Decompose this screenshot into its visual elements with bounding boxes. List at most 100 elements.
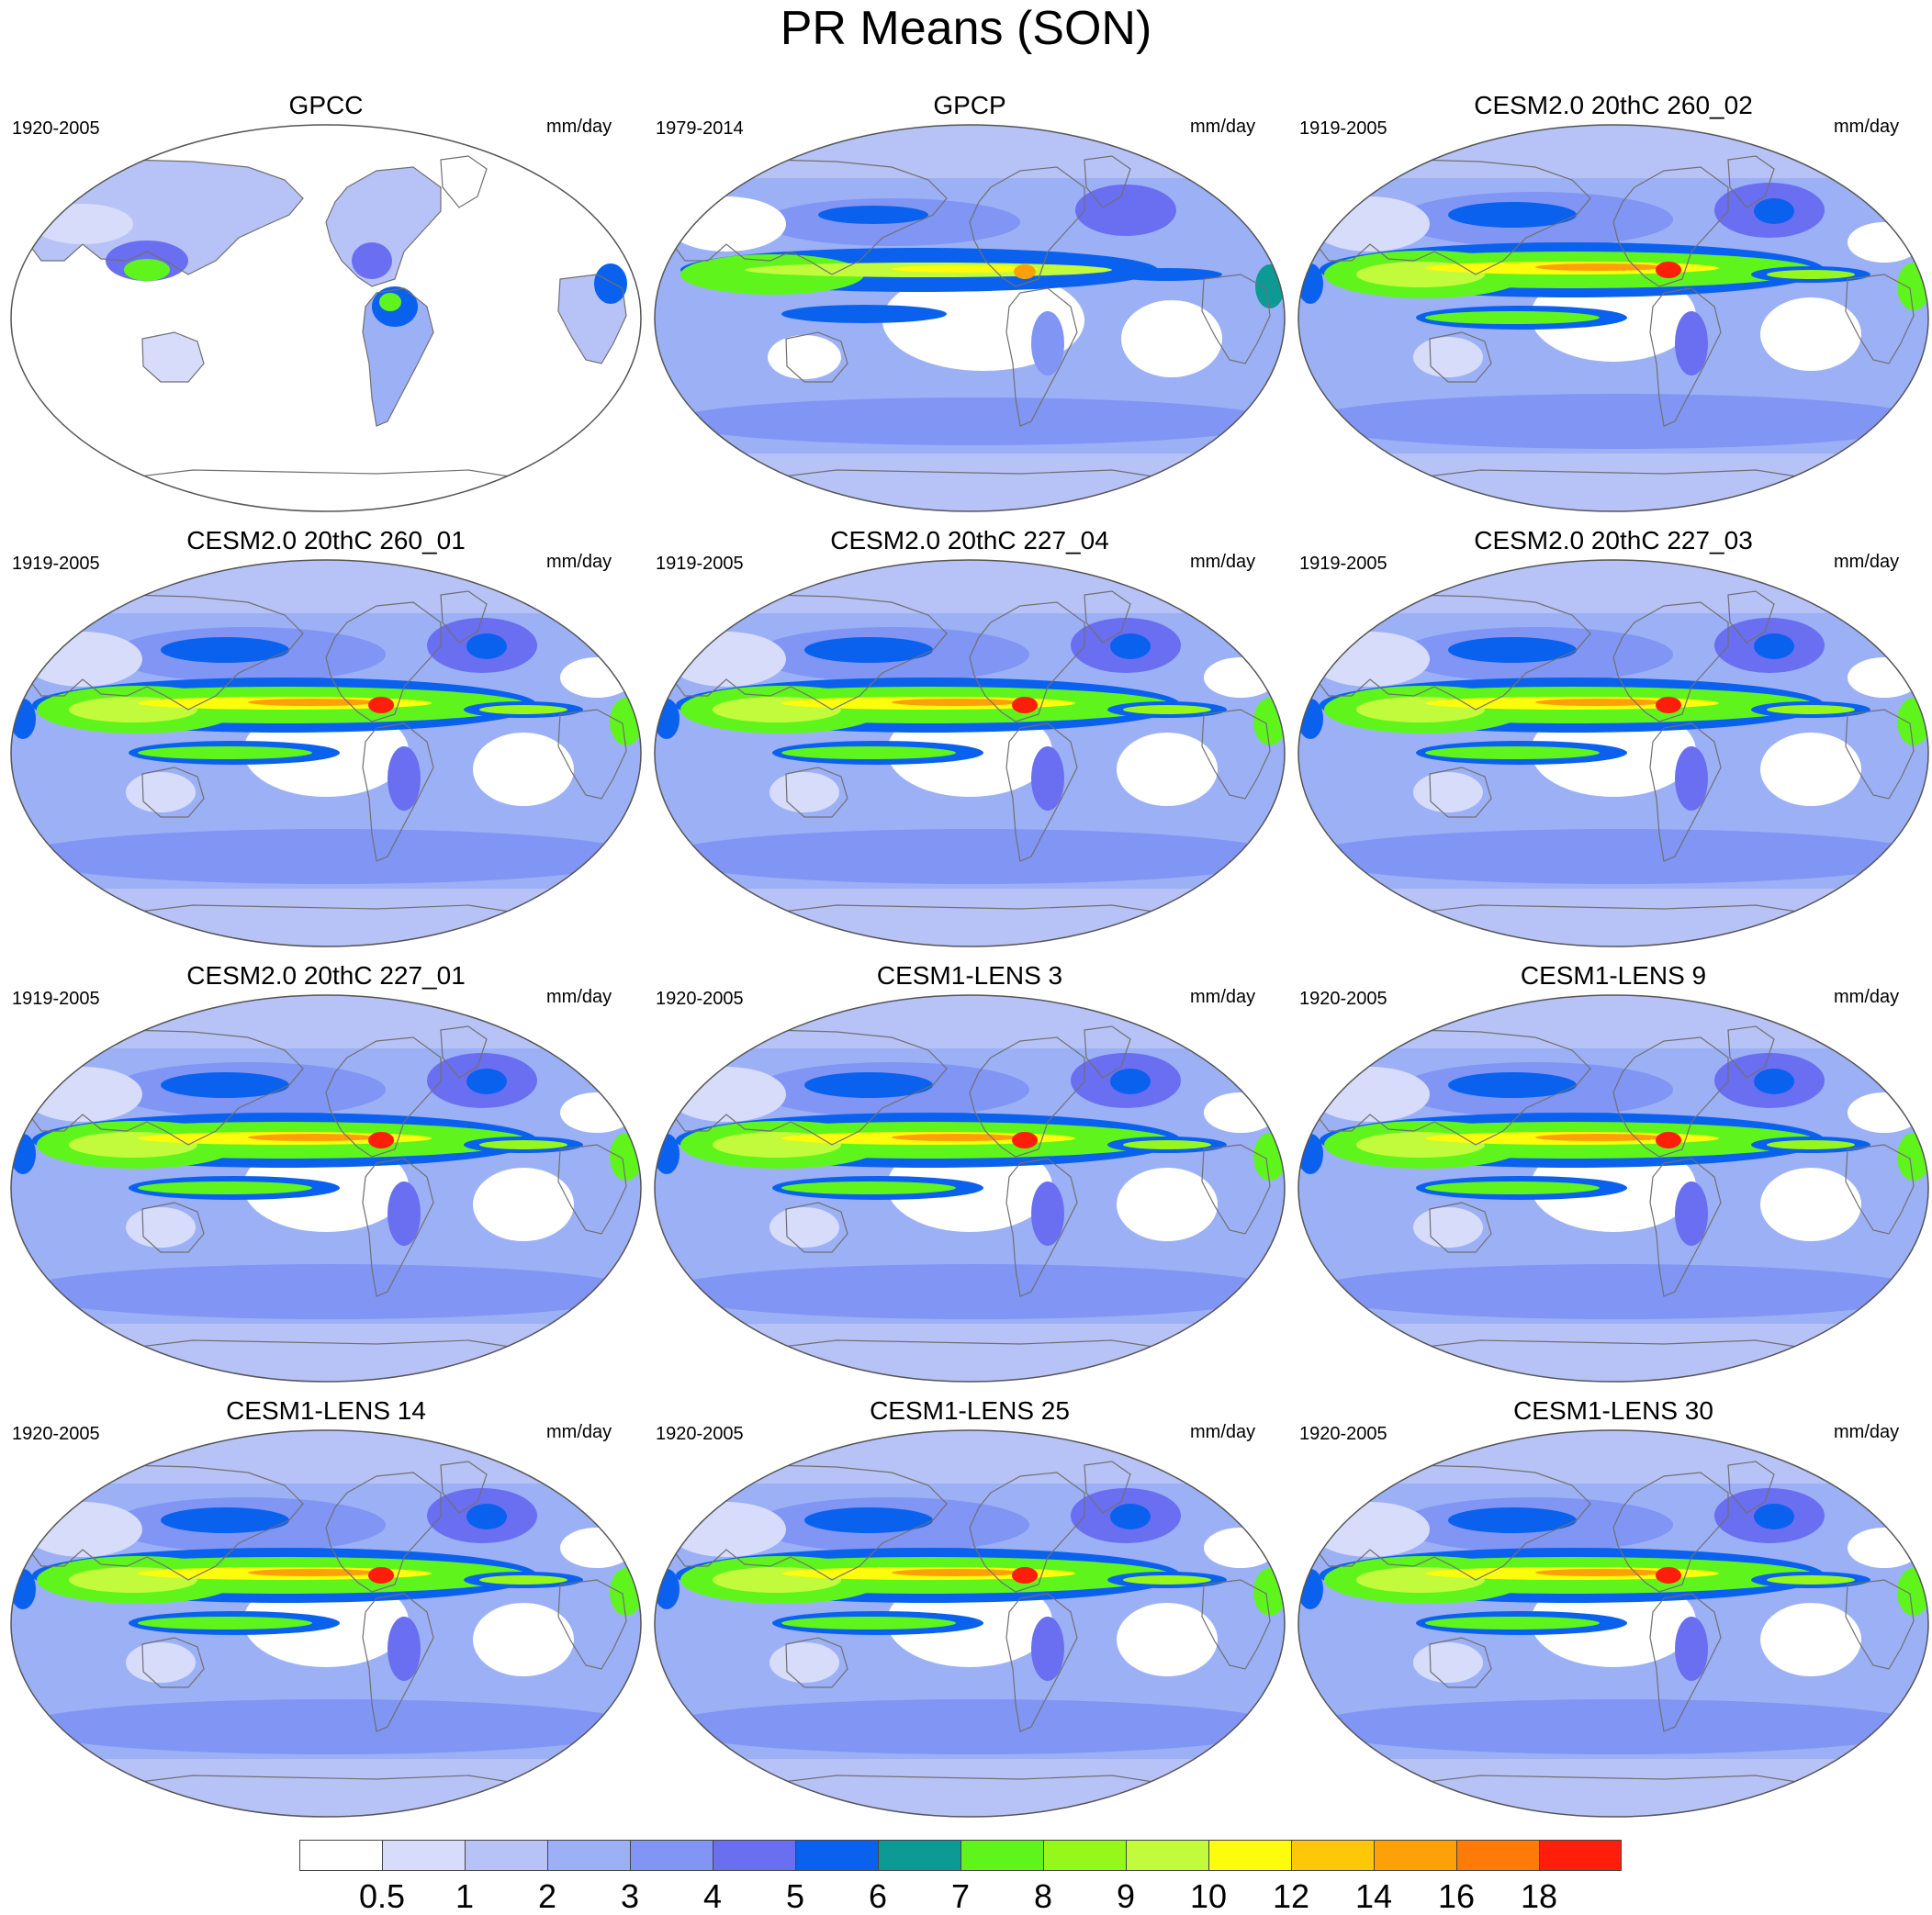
gulf-stream-core <box>1110 1504 1151 1529</box>
panel-title: CESM1-LENS 14 <box>226 1396 426 1425</box>
panel-period: 1919-2005 <box>12 989 100 1009</box>
coastlines <box>17 1025 627 1382</box>
australia-dry-zone <box>126 1207 196 1248</box>
gulf-stream-core <box>466 633 507 659</box>
indian-ocean-rain <box>11 1134 36 1174</box>
panel-title: GPCP <box>933 91 1006 119</box>
central-asia-dry-zone <box>1310 632 1430 687</box>
field-arctic <box>1298 1430 1928 1484</box>
field-arctic <box>655 125 1285 178</box>
colorbar-label: 4 <box>702 1877 723 1915</box>
precip-field <box>11 560 641 946</box>
field-antarctic <box>11 889 641 946</box>
sahara-dry-zone <box>1848 1092 1921 1133</box>
central-africa-field <box>594 263 627 304</box>
itcz-max <box>892 1569 1020 1576</box>
coastline-greenland <box>440 590 488 644</box>
kuroshio-storm-track <box>1448 202 1577 228</box>
sahara-dry-zone <box>1204 1092 1277 1133</box>
map-panel: CESM1-LENS 9 1920-2005 mm/day <box>1292 960 1932 1392</box>
panel-title: CESM1-LENS 30 <box>1513 1396 1713 1425</box>
africa-rain <box>1897 1133 1928 1181</box>
coastline-europe-asia <box>661 1464 948 1581</box>
spcz-band <box>781 746 956 759</box>
colorbar-swatch <box>1043 1840 1126 1871</box>
panel-period: 1919-2005 <box>1299 118 1387 139</box>
africa-rain <box>1253 698 1285 745</box>
map-border <box>654 124 1286 512</box>
sahara-dry-zone <box>560 1092 634 1133</box>
panel-unit: mm/day <box>1190 552 1256 572</box>
africa-rain <box>610 698 641 745</box>
panel-unit: mm/day <box>546 987 612 1007</box>
map-globe <box>654 124 1286 512</box>
panama-maximum <box>1012 1567 1038 1584</box>
coastline-south-america <box>362 287 434 427</box>
map-border <box>654 559 1286 947</box>
africa-rain <box>610 1568 641 1616</box>
central-asia-field <box>32 204 133 244</box>
coastline-europe-asia <box>17 159 304 275</box>
coastline-africa <box>1845 1579 1915 1670</box>
coastline-north-america <box>969 601 1085 722</box>
australia-dry-zone <box>769 772 839 812</box>
map-panel: GPCC 1920-2005 mm/day <box>5 90 647 521</box>
coastline-africa <box>557 709 627 800</box>
panama-maximum <box>1012 1132 1038 1148</box>
panama-maximum <box>1656 697 1681 713</box>
southern-storm-track <box>18 1264 641 1319</box>
coastline-africa <box>1201 709 1271 800</box>
map-border <box>1297 559 1929 947</box>
colorbar-swatch <box>1126 1840 1208 1871</box>
australia-dry-zone <box>126 1642 196 1683</box>
colorbar-label: 10 <box>1189 1877 1228 1915</box>
coastline-europe-asia <box>661 159 948 275</box>
central-asia-dry-zone <box>667 1502 786 1557</box>
panel-unit: mm/day <box>1190 117 1256 137</box>
indian-ocean-rain <box>11 699 36 739</box>
coastline-greenland <box>1084 590 1131 644</box>
panama-maximum <box>368 1132 394 1148</box>
panel-period: 1979-2014 <box>656 118 744 139</box>
colorbar-label: 2 <box>537 1877 557 1915</box>
gulf-stream-core <box>1754 1504 1794 1529</box>
australia-dry-zone <box>769 1207 839 1248</box>
colorbar-swatch <box>1291 1840 1374 1871</box>
coastline-south-america <box>1649 1158 1722 1297</box>
panama-maximum <box>1656 262 1681 278</box>
field-arctic <box>11 995 641 1048</box>
colorbar-label: 12 <box>1272 1877 1310 1915</box>
map-globe <box>10 994 642 1383</box>
colorbar-label: 9 <box>1116 1877 1136 1915</box>
field-arctic <box>655 995 1285 1048</box>
sahara-dry-zone <box>1848 222 1921 263</box>
map-panel: CESM2.0 20thC 227_04 1919-2005 mm/day <box>648 525 1291 957</box>
coastline-australia <box>141 1637 205 1688</box>
atlantic-itcz-core <box>1767 1575 1855 1585</box>
coastline-australia <box>1429 331 1492 383</box>
southern-storm-track <box>18 1699 641 1754</box>
map-border <box>1297 124 1929 512</box>
central-america-field <box>352 242 392 279</box>
colorbar-label: 14 <box>1354 1877 1393 1915</box>
south-atlantic-dry-zone <box>1760 297 1861 371</box>
spcz-band <box>781 305 947 323</box>
map-panel: CESM1-LENS 25 1920-2005 mm/day <box>648 1395 1291 1827</box>
coastline-north-america <box>325 1036 442 1158</box>
map-globe <box>654 559 1286 947</box>
southern-storm-track <box>18 829 641 884</box>
coastline-europe-asia <box>17 594 304 711</box>
kuroshio-storm-track <box>804 1072 933 1098</box>
field-arctic <box>1298 560 1928 613</box>
sahara-dry-zone <box>1204 657 1277 698</box>
south-atlantic-dry-zone <box>473 1168 574 1241</box>
panel-title: CESM1-LENS 3 <box>876 961 1063 990</box>
kuroshio-storm-track <box>161 1072 289 1098</box>
panel-title: CESM2.0 20thC 227_03 <box>1474 526 1753 554</box>
amazon-rain <box>388 1181 421 1246</box>
coastline-europe-asia <box>17 1464 304 1581</box>
map-panel: CESM2.0 20thC 227_01 1919-2005 mm/day <box>5 960 647 1392</box>
colorbar-label: 18 <box>1520 1877 1558 1915</box>
central-asia-dry-zone <box>23 1067 142 1122</box>
panama-maximum <box>368 1567 394 1584</box>
